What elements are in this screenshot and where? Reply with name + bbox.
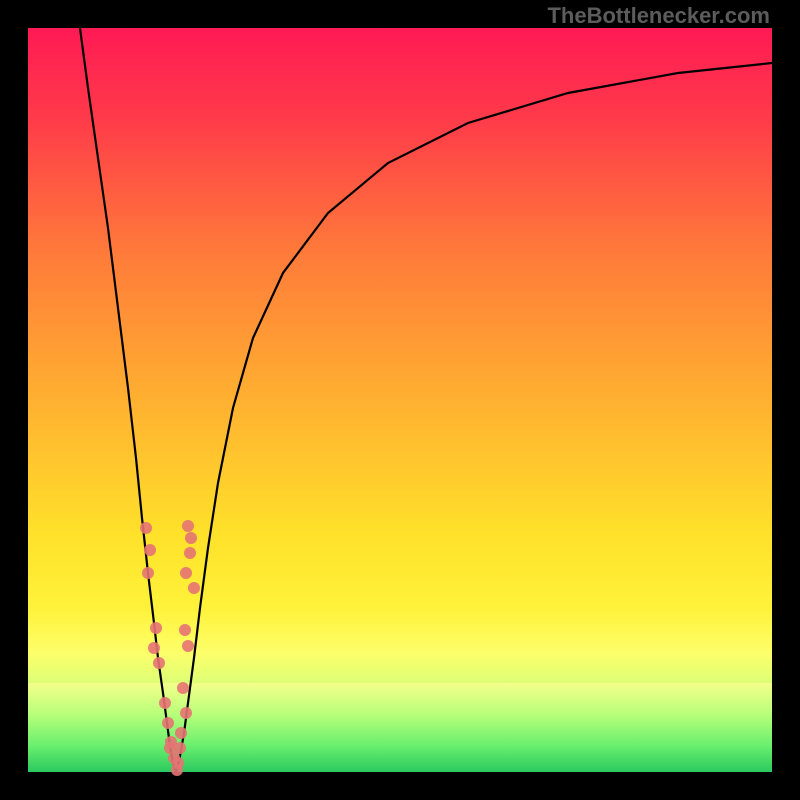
bottleneck-curve-svg [28,28,772,772]
scatter-point [148,642,160,654]
scatter-point [153,657,165,669]
watermark-text: TheBottlenecker.com [547,3,770,29]
scatter-point [150,622,162,634]
scatter-point [174,742,186,754]
scatter-point [188,582,200,594]
scatter-point [182,520,194,532]
curve-right-branch [176,63,772,772]
scatter-point [179,624,191,636]
scatter-point [185,532,197,544]
scatter-point [171,764,183,776]
scatter-point [159,697,171,709]
scatter-point [175,727,187,739]
scatter-point [184,547,196,559]
scatter-point [182,640,194,652]
scatter-point [177,682,189,694]
plot-area [28,28,772,772]
scatter-point [180,567,192,579]
scatter-point [180,707,192,719]
chart-frame: TheBottlenecker.com [0,0,800,800]
scatter-point [142,567,154,579]
scatter-point [162,717,174,729]
scatter-point [144,544,156,556]
scatter-point [140,522,152,534]
